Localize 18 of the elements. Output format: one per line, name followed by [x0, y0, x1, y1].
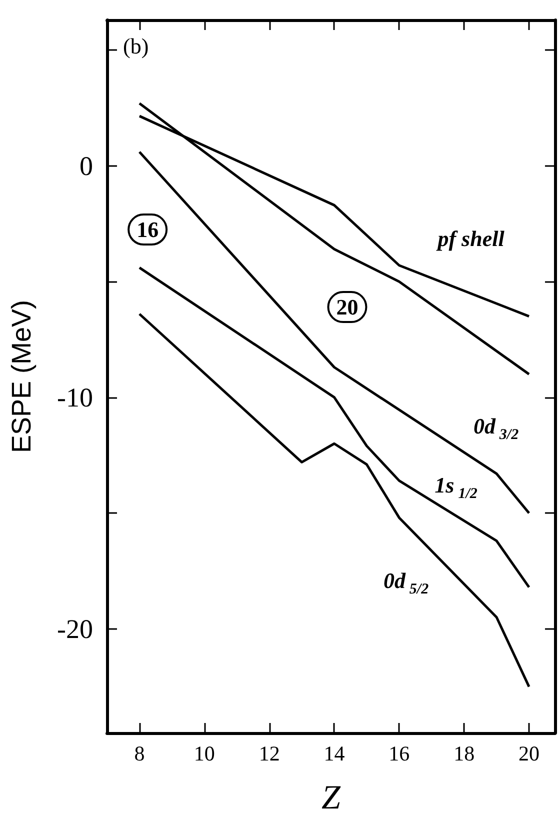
y-axis-title: ESPE (MeV): [6, 300, 36, 454]
y-tick-label: -10: [57, 382, 93, 412]
x-tick-label: 12: [258, 742, 280, 766]
x-tick-label: 8: [134, 742, 145, 766]
x-tick-label: 10: [194, 742, 215, 766]
series-label: pf shell: [436, 226, 506, 251]
annotation: 20: [336, 294, 358, 320]
x-tick-label: 20: [518, 742, 540, 766]
x-tick-label: 16: [388, 742, 410, 766]
x-tick-label: 14: [324, 742, 346, 766]
text: (b): [123, 34, 149, 58]
x-tick-label: 18: [454, 742, 475, 766]
x-axis-title: Z: [322, 780, 342, 816]
line-series: [138, 150, 530, 514]
y-tick-label: -20: [57, 614, 93, 644]
y-tick-label: 0: [80, 150, 93, 181]
line-series: [138, 102, 530, 376]
annotation: 16: [136, 217, 159, 242]
